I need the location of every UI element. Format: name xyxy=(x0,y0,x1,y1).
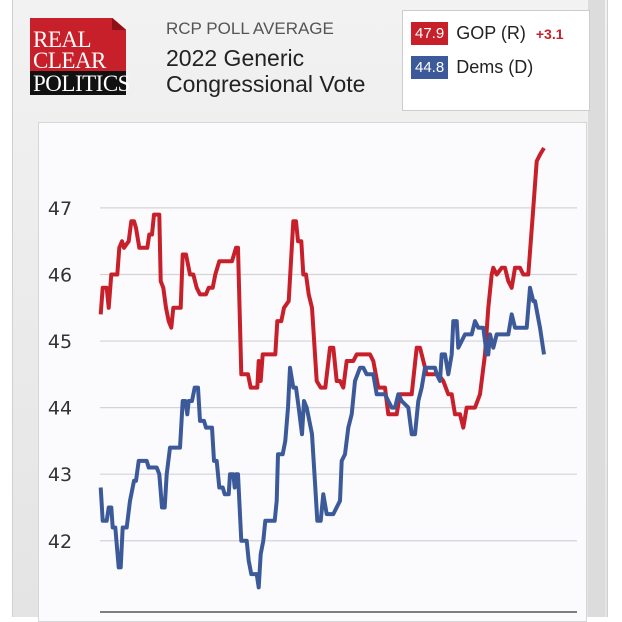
y-tick-label: 45 xyxy=(48,331,72,353)
dems-value-badge: 44.8 xyxy=(411,56,449,79)
dems-label: Dems (D) xyxy=(456,57,534,77)
scrollbar[interactable] xyxy=(588,0,605,617)
gop-spread: +3.1 xyxy=(535,25,564,42)
gop-label: GOP (R) xyxy=(456,23,526,43)
logo-line-politics: POLITICS xyxy=(33,71,130,96)
rcp-logo: REAL CLEAR POLITICS xyxy=(30,18,130,95)
y-tick-label: 42 xyxy=(48,531,72,553)
gop-value-badge: 47.9 xyxy=(411,22,449,45)
y-tick-label: 43 xyxy=(48,464,72,486)
logo-black-block xyxy=(30,71,126,95)
logo-line-real: REAL xyxy=(33,27,92,52)
legend-item-gop: 47.9 GOP (R) +3.1 xyxy=(411,22,564,45)
chart-title: 2022 Generic Congressional Vote xyxy=(166,45,366,97)
legend: 47.9 GOP (R) +3.1 44.8 Dems (D) xyxy=(402,10,590,111)
y-tick-label: 44 xyxy=(48,398,72,420)
logo-red-block xyxy=(30,18,126,71)
y-tick-label: 46 xyxy=(48,264,72,286)
chart-area xyxy=(38,122,587,622)
y-tick-label: 47 xyxy=(48,198,72,220)
gop-series-line xyxy=(98,146,546,430)
legend-item-dems: 44.8 Dems (D) xyxy=(411,56,533,79)
logo-line-clear: CLEAR xyxy=(33,48,106,73)
dems-series-line xyxy=(98,285,546,590)
chart-subtitle: RCP POLL AVERAGE xyxy=(166,19,334,38)
